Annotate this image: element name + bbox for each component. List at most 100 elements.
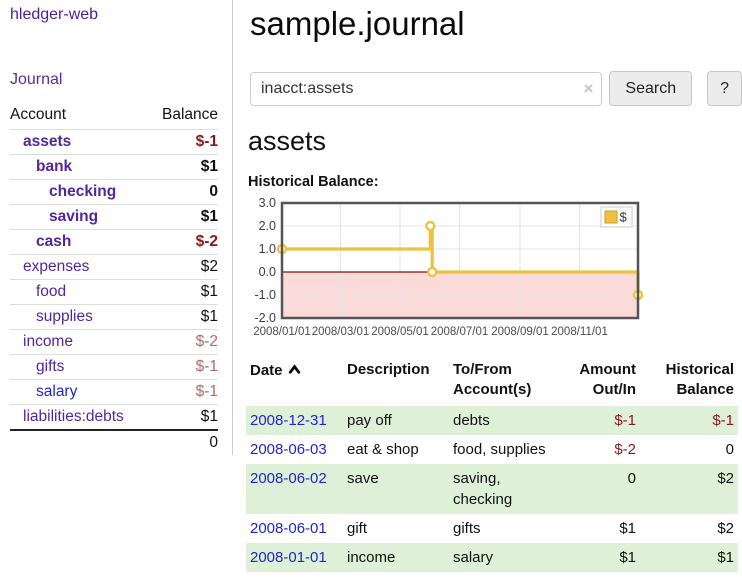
sort-ascending-icon — [288, 360, 301, 380]
register-row: 2008-06-03 eat & shop food, supplies $-2… — [246, 435, 738, 464]
account-row: bank $1 — [10, 154, 218, 180]
app-brand-link[interactable]: hledger-web — [10, 6, 99, 23]
x-tick-label: 2008/03/01 — [312, 326, 370, 338]
account-row: liabilities:debts $1 — [10, 404, 218, 430]
x-tick-label: 2008/01/01 — [253, 326, 311, 338]
account-link[interactable]: gifts — [36, 358, 65, 375]
register-date-link[interactable]: 2008-06-02 — [250, 470, 327, 487]
accounts-total-value: 0 — [149, 429, 218, 455]
register-description: save — [347, 470, 379, 487]
account-link[interactable]: bank — [36, 158, 73, 175]
register-description: gift — [347, 520, 368, 537]
y-tick-label: 0.0 — [259, 265, 276, 279]
x-tick-label: 2008/07/01 — [431, 326, 489, 338]
register-accounts: saving, checking — [453, 470, 513, 508]
account-row: income $-2 — [10, 329, 218, 355]
register-row: 2008-12-31 pay off debts $-1 $-1 — [246, 406, 738, 435]
search-input[interactable] — [250, 71, 603, 106]
main-content: sample.journal × Search ? assets Histori… — [246, 0, 742, 572]
register-description: pay off — [347, 412, 392, 429]
legend-swatch — [604, 210, 618, 224]
help-button[interactable]: ? — [707, 71, 742, 106]
account-row: checking 0 — [10, 179, 218, 205]
accounts-header-account: Account — [10, 106, 67, 123]
page-title: sample.journal — [250, 5, 465, 42]
register-row: 2008-06-02 save saving, checking 0 $2 — [246, 464, 738, 514]
account-heading: assets — [248, 126, 327, 156]
account-balance: $-2 — [149, 329, 218, 355]
search-bar: × Search ? — [246, 71, 742, 106]
y-tick-label: 2.0 — [259, 219, 276, 233]
account-row: food $1 — [10, 279, 218, 305]
sidebar: hledger-web Journal Account Balance asse… — [0, 0, 233, 455]
register-amount: 0 — [627, 470, 636, 487]
register-date-link[interactable]: 2008-12-31 — [250, 412, 327, 429]
y-tick-label: 1.0 — [259, 242, 276, 256]
register-table: Date Description To/From Account(s) Amou… — [246, 358, 738, 572]
x-tick-label: 2008/05/01 — [371, 326, 429, 338]
account-balance: $1 — [149, 204, 218, 230]
register-amount: $-1 — [614, 412, 636, 429]
register-header-accounts: To/From Account(s) — [453, 361, 532, 398]
accounts-header-balance: Balance — [161, 106, 218, 123]
account-link[interactable]: liabilities:debts — [23, 408, 124, 425]
register-balance: $1 — [717, 549, 734, 566]
register-accounts: salary — [453, 549, 494, 566]
register-description: income — [347, 549, 396, 566]
account-row: cash $-2 — [10, 229, 218, 255]
register-balance: $2 — [717, 470, 734, 487]
account-balance: $-1 — [149, 379, 218, 405]
account-row: salary $-1 — [10, 379, 218, 405]
x-tick-label: 2008/11/01 — [551, 326, 608, 338]
register-description: eat & shop — [347, 441, 419, 458]
x-tick-label: 2008/09/01 — [491, 326, 549, 338]
data-point[interactable] — [426, 266, 438, 278]
register-date-link[interactable]: 2008-06-03 — [250, 441, 327, 458]
account-link[interactable]: cash — [36, 233, 72, 250]
search-button[interactable]: Search — [609, 71, 693, 106]
register-accounts: food, supplies — [453, 441, 546, 458]
account-link[interactable]: salary — [36, 383, 78, 400]
chart-title: Historical Balance: — [248, 174, 379, 190]
account-row: supplies $1 — [10, 304, 218, 330]
account-row: assets $-1 — [10, 129, 218, 155]
account-balance: $2 — [149, 254, 218, 280]
accounts-table: Account Balance assets $-1 bank $1 check… — [10, 104, 218, 455]
clear-search-icon[interactable]: × — [583, 78, 594, 98]
register-header-amount: Amount Out/In — [579, 361, 636, 398]
register-accounts: debts — [453, 412, 490, 429]
account-link[interactable]: food — [36, 283, 67, 300]
account-link[interactable]: assets — [23, 133, 72, 150]
plot-border — [280, 201, 640, 320]
account-row: gifts $-1 — [10, 354, 218, 380]
register-balance: $2 — [717, 520, 734, 537]
account-link[interactable]: income — [23, 333, 73, 350]
accounts-total-row: 0 — [10, 429, 218, 455]
account-balance: $1 — [149, 304, 218, 330]
sidebar-item-journal[interactable]: Journal — [10, 71, 63, 88]
account-link[interactable]: supplies — [36, 308, 93, 325]
register-date-link[interactable]: 2008-01-01 — [250, 549, 327, 566]
register-header-balance: Historical Balance — [665, 361, 734, 398]
legend-label: $ — [620, 210, 628, 225]
account-link[interactable]: checking — [49, 183, 117, 200]
account-balance: $1 — [149, 279, 218, 305]
register-header-date[interactable]: Date — [246, 358, 343, 406]
account-balance: $-1 — [149, 354, 218, 380]
register-amount: $-2 — [614, 441, 636, 458]
register-accounts: gifts — [453, 520, 481, 537]
register-row: 2008-01-01 income salary $1 $1 — [246, 543, 738, 572]
account-balance: $1 — [149, 154, 218, 180]
account-link[interactable]: saving — [49, 208, 99, 225]
register-balance: $-1 — [712, 412, 734, 429]
register-amount: $1 — [619, 520, 636, 537]
data-point[interactable] — [425, 220, 436, 232]
register-date-link[interactable]: 2008-06-01 — [250, 520, 327, 537]
account-balance: $-1 — [149, 129, 218, 155]
register-amount: $1 — [619, 549, 636, 566]
account-row: expenses $2 — [10, 254, 218, 280]
register-row: 2008-06-01 gift gifts $1 $2 — [246, 514, 738, 543]
account-link[interactable]: expenses — [23, 258, 90, 275]
account-balance: $1 — [149, 404, 218, 430]
